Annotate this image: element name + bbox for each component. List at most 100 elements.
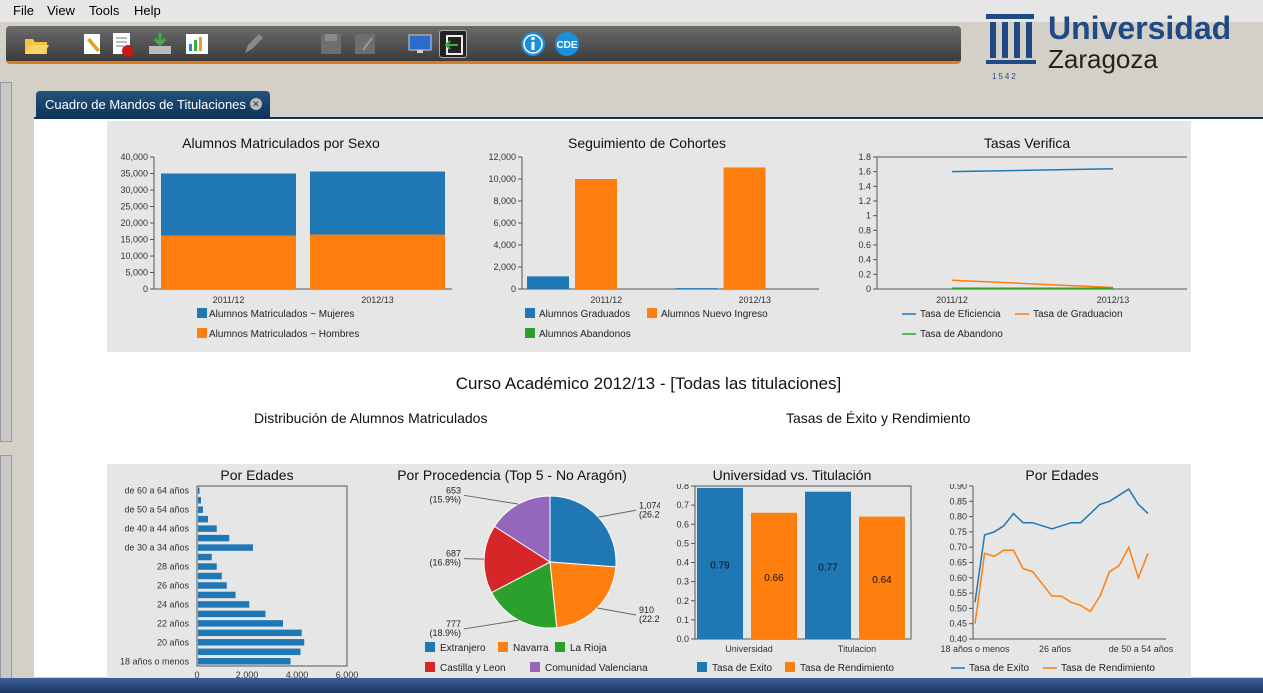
tasas-y-tick-label: 0.50 (949, 603, 967, 613)
cohortes-plot-area (522, 157, 819, 289)
sexo-bar (310, 172, 445, 235)
course-title: Curso Académico 2012/13 - [Todas las tit… (34, 374, 1263, 394)
tasas-line (975, 489, 1148, 602)
tower-icon (982, 12, 1044, 74)
verifica-y-tick-label: 1.2 (858, 196, 871, 206)
edades-y-tick-label: de 50 a 54 años (124, 505, 189, 515)
exit-icon[interactable] (439, 30, 467, 58)
pdf-report-icon[interactable] (109, 30, 137, 58)
tasas-x-tick-label: 26 años (1039, 644, 1072, 654)
left-collapsed-panel-lower[interactable] (0, 455, 12, 685)
import-icon[interactable] (146, 30, 174, 58)
sexo-bar (310, 235, 445, 289)
cohortes-y-tick-label: 4,000 (493, 240, 516, 250)
procedencia-legend-swatch (530, 662, 540, 672)
verifica-y-tick-label: 1.6 (858, 167, 871, 177)
tab-cuadro-de-mandos[interactable]: Cuadro de Mandos de Titulaciones ✕ (36, 91, 270, 118)
verifica-y-tick-label: 0 (866, 284, 871, 294)
chart-tasas-edades: 0.40 0.45 0.50 0.55 0.60 0.65 0.70 0.75 0.80 0.85… (931, 484, 1191, 679)
tasas-x-tick-label: de 50 a 54 años (1109, 644, 1174, 654)
sexo-x-tick-label: 2012/13 (361, 295, 394, 305)
menu-view[interactable]: View (47, 3, 75, 18)
tasas-y-tick-label: 0.80 (949, 512, 967, 522)
univ-data-label: 0.77 (818, 562, 838, 573)
tab-label: Cuadro de Mandos de Titulaciones (45, 97, 246, 112)
open-folder-icon[interactable] (22, 30, 50, 58)
cohortes-y-tick-label: 2,000 (493, 262, 516, 272)
pencil-icon[interactable] (239, 30, 267, 58)
univ-y-tick-label: 0.4 (676, 558, 689, 568)
procedencia-legend-swatch (425, 662, 435, 672)
menu-help[interactable]: Help (134, 3, 161, 18)
chart-title-sexo: Alumnos Matriculados por Sexo (127, 135, 435, 151)
verifica-line (952, 280, 1113, 287)
left-collapsed-panel[interactable] (0, 82, 12, 442)
cohortes-legend-label: Alumnos Graduados (539, 309, 630, 320)
sexo-y-tick-label: 40,000 (120, 152, 148, 162)
univ-data-label: 0.79 (710, 560, 730, 571)
cde-icon[interactable]: CDE (553, 30, 581, 58)
procedencia-pct-label: (18.9%) (429, 628, 461, 638)
sexo-y-tick-label: 10,000 (120, 251, 148, 261)
procedencia-leader (597, 608, 636, 615)
edades-bar (198, 535, 229, 541)
tasas-legend-label: Tasa de Exito (969, 663, 1029, 674)
chart-title-cohortes: Seguimiento de Cohortes (487, 135, 807, 151)
save-icon[interactable] (317, 30, 345, 58)
edades-bar (198, 488, 200, 494)
procedencia-leader (464, 620, 519, 629)
edades-bar (198, 516, 208, 522)
cohortes-bar (724, 167, 766, 289)
verifica-legend-label: Tasa de Eficiencia (920, 309, 1001, 320)
edades-bar (198, 563, 217, 569)
chart-univ: 0.0 0.1 0.2 0.3 0.4 0.5 0.6 0.7 0.8 0.79 0.66 Unive… (655, 484, 930, 679)
verifica-y-tick-label: 1.4 (858, 181, 871, 191)
rates-heading: Tasas de Éxito y Rendimiento (786, 410, 970, 426)
chart-cohortes: 0 2,000 4,000 6,000 8,000 10,000 12,000 2011/12… (467, 151, 822, 351)
procedencia-legend-swatch (425, 642, 435, 652)
verifica-y-tick-label: 1 (866, 211, 871, 221)
toolbar: CDE (6, 26, 961, 64)
verifica-y-tick-label: 0.8 (858, 225, 871, 235)
cohortes-x-tick-label: 2011/12 (590, 295, 622, 305)
sexo-legend-swatch (197, 328, 207, 338)
univ-legend-swatch (697, 662, 707, 672)
edades-bar (198, 649, 301, 655)
edades-y-tick-label: 18 años o menos (120, 656, 190, 666)
procedencia-legend-label: Extranjero (440, 643, 486, 654)
tasas-y-tick-label: 0.45 (949, 619, 967, 629)
procedencia-legend-label: Comunidad Valenciana (545, 663, 648, 674)
univ-x-tick-label: Titulacion (838, 644, 876, 654)
edit-report-icon[interactable] (80, 30, 108, 58)
univ-x-tick-label: Universidad (725, 644, 773, 654)
menu-tools[interactable]: Tools (89, 3, 119, 18)
chart-report-icon[interactable] (183, 30, 211, 58)
chart-title-procedencia: Por Procedencia (Top 5 - No Aragón) (372, 467, 652, 483)
verifica-y-tick-label: 0.6 (858, 240, 871, 250)
procedencia-leader (464, 495, 518, 504)
tasas-legend-label: Tasa de Rendimiento (1061, 663, 1155, 674)
cohortes-bar (527, 276, 569, 289)
cohortes-y-tick-label: 10,000 (488, 174, 516, 184)
save-as-icon[interactable] (351, 30, 379, 58)
edades-y-tick-label: de 30 a 34 años (124, 543, 189, 553)
univ-legend-label: Tasa de Rendimiento (800, 663, 894, 674)
univ-data-label: 0.64 (872, 575, 892, 586)
procedencia-legend-swatch (555, 642, 565, 652)
univ-y-tick-label: 0.7 (676, 500, 689, 510)
edades-y-tick-label: 20 años (157, 637, 190, 647)
edades-bar (198, 582, 227, 588)
university-logo: Universidad Zaragoza 1542 (980, 8, 1260, 84)
info-icon[interactable] (519, 30, 547, 58)
tasas-y-tick-label: 0.90 (949, 484, 967, 491)
chart-title-tasas-edades: Por Edades (937, 467, 1187, 483)
tasas-y-tick-label: 0.85 (949, 496, 967, 506)
edades-bar (198, 554, 212, 560)
monitor-icon[interactable] (406, 30, 434, 58)
procedencia-legend-label: Castilla y Leon (440, 663, 506, 674)
close-tab-icon[interactable]: ✕ (250, 98, 262, 110)
procedencia-legend-label: La Rioja (570, 643, 607, 654)
edades-y-tick-label: de 40 a 44 años (124, 524, 189, 534)
menu-file[interactable]: File (13, 3, 34, 18)
univ-y-tick-label: 0.6 (676, 519, 689, 529)
